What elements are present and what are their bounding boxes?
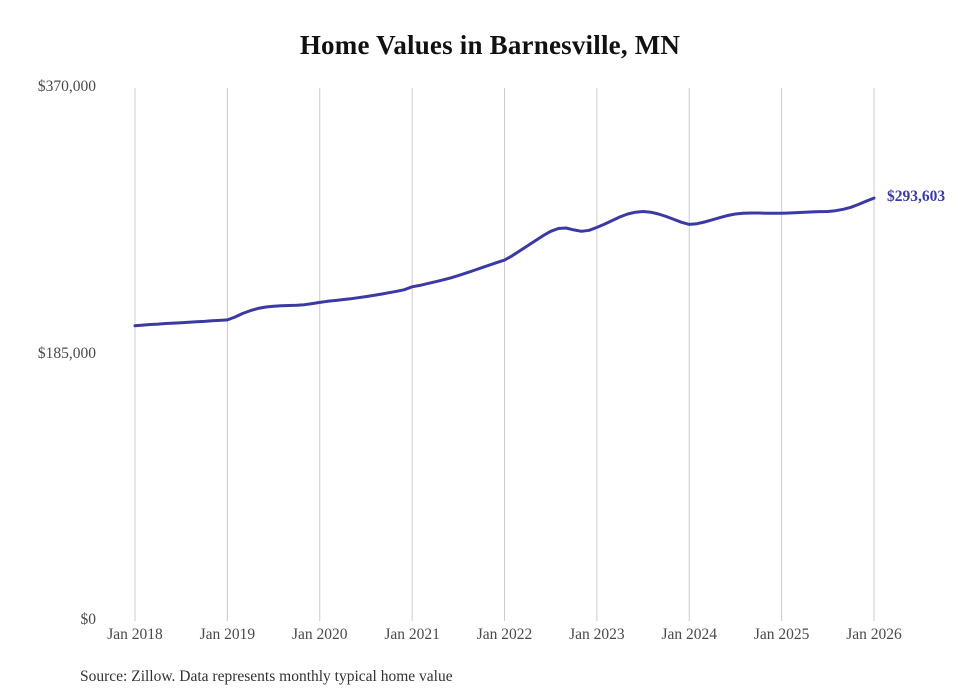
y-tick-label: $370,000 — [37, 78, 96, 95]
x-tick-label: Jan 2024 — [661, 626, 718, 643]
value-line — [133, 196, 876, 328]
end-value-label: $293,603 — [887, 188, 946, 206]
x-tick-label: Jan 2023 — [569, 626, 625, 643]
x-tick-label: Jan 2022 — [476, 626, 533, 643]
x-tick-label: Jan 2025 — [753, 626, 810, 643]
x-tick-label: Jan 2020 — [291, 626, 348, 643]
y-tick-label: $0 — [80, 611, 97, 628]
chart-title: Home Values in Barnesville, MN — [299, 30, 681, 60]
source-note: Source: Zillow. Data represents monthly … — [80, 668, 453, 685]
x-tick-label: Jan 2026 — [846, 626, 902, 643]
x-tick-label: Jan 2018 — [107, 626, 163, 643]
y-tick-label: $185,000 — [37, 344, 96, 362]
x-tick-label: Jan 2019 — [199, 626, 256, 643]
x-tick-label: Jan 2021 — [384, 626, 440, 643]
